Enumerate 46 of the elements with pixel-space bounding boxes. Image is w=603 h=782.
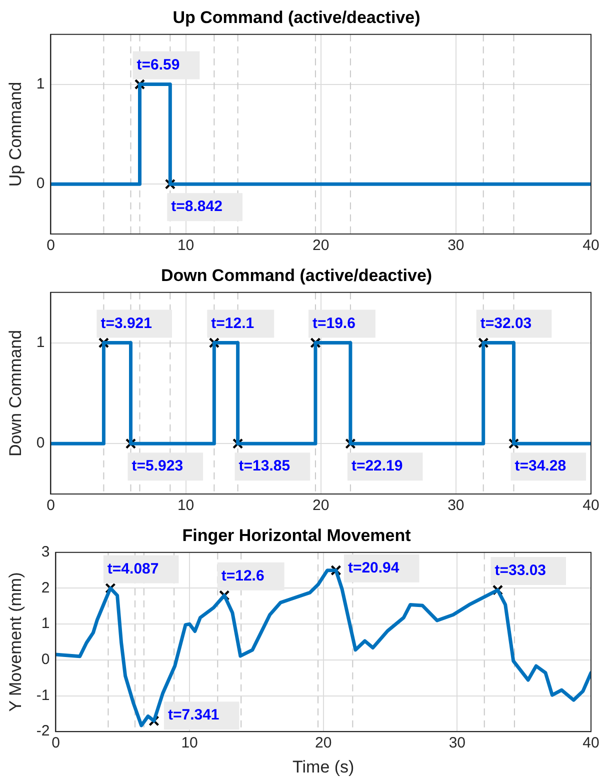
chart-title: Finger Horizontal Movement bbox=[182, 526, 412, 545]
y-axis-title: Up Command bbox=[6, 82, 25, 187]
x-tick-label: 30 bbox=[448, 497, 464, 514]
annotation: t=22.19 bbox=[351, 458, 403, 475]
x-axis-title: Time (s) bbox=[292, 757, 354, 776]
x-tick-label: 40 bbox=[582, 237, 600, 254]
annotation: t=32.03 bbox=[480, 314, 532, 332]
y-tick-label: 0 bbox=[41, 651, 50, 668]
x-tick-label: 20 bbox=[315, 734, 332, 752]
point bbox=[492, 584, 504, 596]
annotation: t=12.1 bbox=[211, 314, 254, 332]
x-tick-label: 40 bbox=[582, 734, 600, 752]
y-tick-label: 1 bbox=[36, 75, 45, 92]
annotation: t=6.59 bbox=[136, 56, 180, 74]
point bbox=[330, 564, 342, 576]
y-axis-title: Y Movement (mm) bbox=[6, 572, 25, 712]
annotation: t=33.03 bbox=[494, 562, 546, 580]
y-tick-label: -1 bbox=[36, 686, 50, 704]
annotation: t=3.921 bbox=[100, 314, 152, 332]
annotation: t=20.94 bbox=[348, 560, 400, 577]
annotation: t=5.923 bbox=[132, 458, 184, 475]
y-tick-label: 2 bbox=[41, 579, 50, 596]
annotation: t=12.6 bbox=[221, 568, 264, 585]
annotation: t=7.341 bbox=[168, 706, 220, 724]
annotation: t=8.842 bbox=[171, 198, 222, 216]
x-tick-label: 10 bbox=[181, 734, 198, 752]
y-tick-label: 0 bbox=[36, 434, 45, 452]
y-axis-title: Down Command bbox=[6, 330, 25, 457]
y-tick-label: 1 bbox=[36, 334, 45, 351]
x-tick-label: 10 bbox=[177, 237, 194, 254]
x-tick-label: 40 bbox=[582, 497, 600, 514]
y-tick-label: -2 bbox=[36, 722, 50, 740]
x-tick-label: 20 bbox=[312, 497, 330, 514]
chart-title: Up Command (active/deactive) bbox=[172, 8, 420, 27]
annotation: t=4.087 bbox=[107, 560, 159, 578]
annotation: t=19.6 bbox=[312, 314, 356, 332]
annotation: t=34.28 bbox=[514, 458, 566, 475]
x-tick-label: 20 bbox=[312, 237, 330, 254]
x-tick-label: 30 bbox=[448, 734, 466, 752]
y-tick-label: 3 bbox=[41, 544, 50, 561]
y-tick-label: 0 bbox=[36, 175, 45, 192]
y-tick-label: 1 bbox=[41, 615, 50, 632]
chart-title: Down Command (active/deactive) bbox=[160, 266, 432, 285]
annotation: t=13.85 bbox=[238, 458, 290, 475]
x-tick-label: 10 bbox=[177, 497, 194, 514]
x-tick-label: 30 bbox=[448, 237, 464, 254]
